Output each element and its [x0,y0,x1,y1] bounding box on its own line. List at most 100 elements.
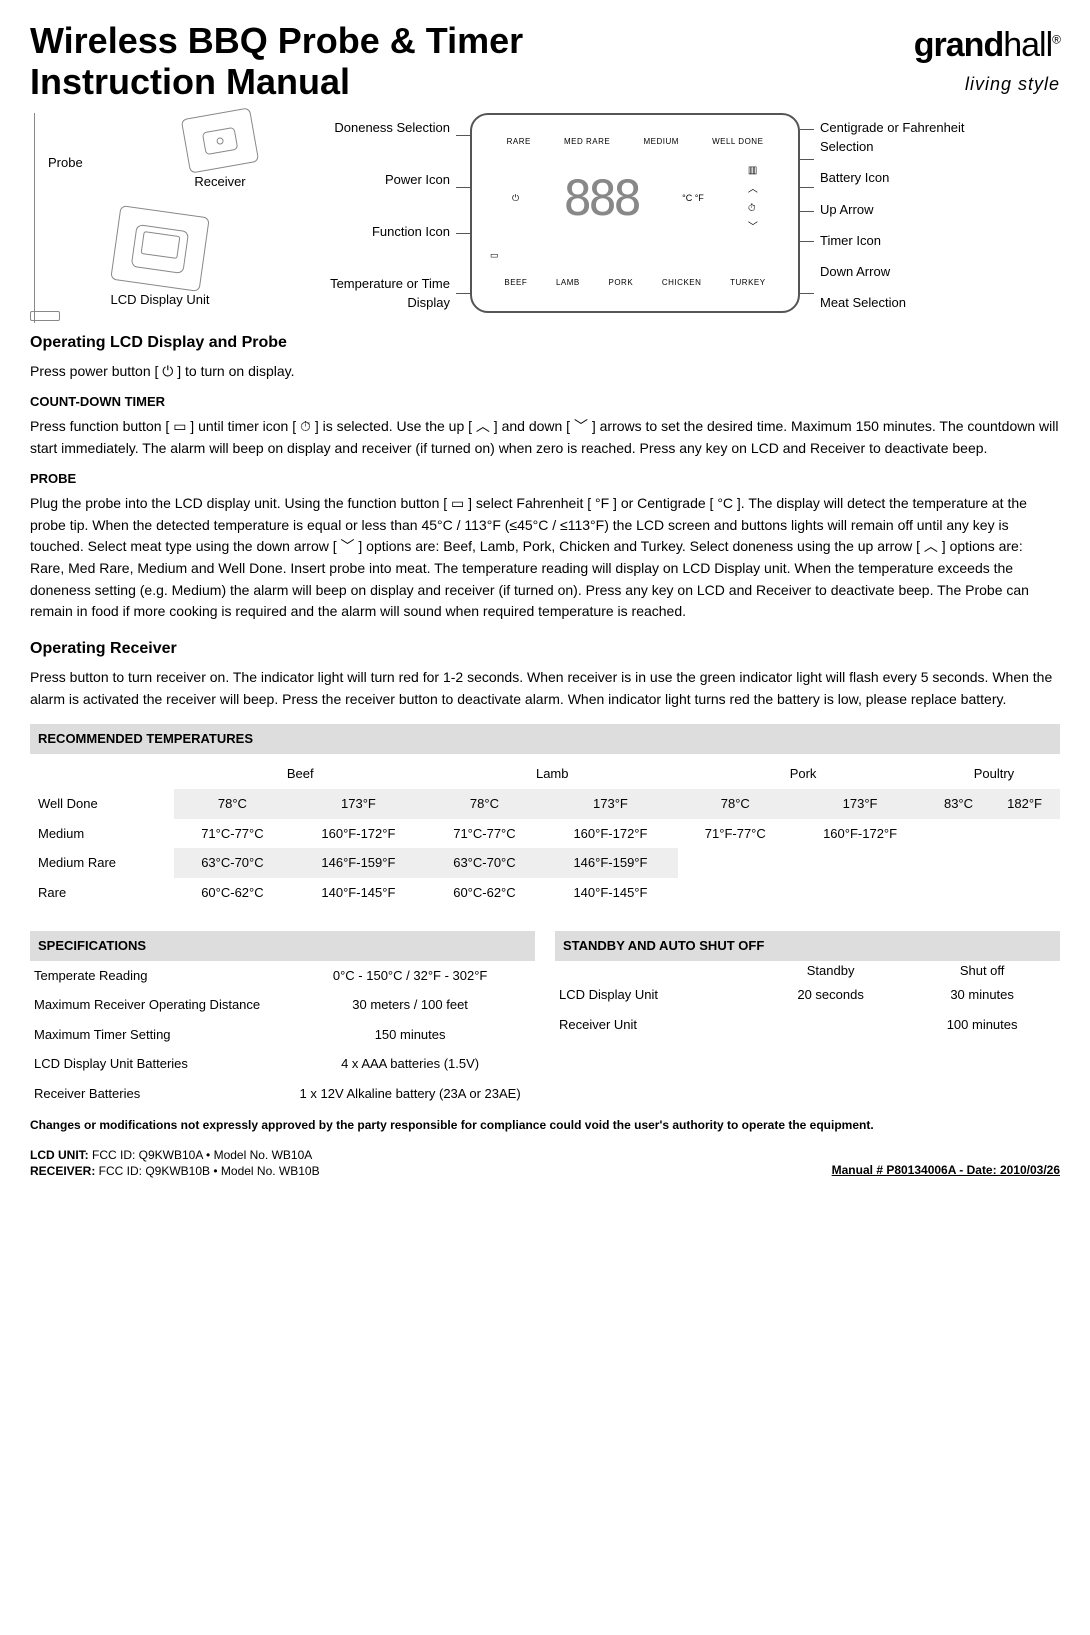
temps-table: Beef Lamb Pork Poultry Well Done78°C173°… [30,758,1060,908]
diagram-area: Probe Receiver LCD Display Unit Doneness… [30,113,1060,313]
compliance-text: Changes or modifications not expressly a… [30,1118,1060,1134]
lcd-drawing-icon [127,220,193,278]
brand-sub: living style [914,71,1060,98]
reg-mark: ® [1052,33,1060,47]
table-cell: 78°C [678,789,792,819]
table-cell: 78°C [174,789,290,819]
table-cell: 160°F-172°F [543,819,679,849]
lcd-fcc: FCC ID: Q9KWB10A • Model No. WB10A [89,1148,313,1162]
probe-label: Probe [48,153,83,173]
spec-value: 1 x 12V Alkaline battery (23A or 23AE) [285,1079,535,1109]
seven-seg-display: 888 [563,163,638,235]
callout-meat: Meat Selection [820,293,1000,313]
lcd-rare: RARE [507,136,531,148]
callout-power: Power Icon [300,170,450,190]
lcd-welldone: WELL DONE [712,136,763,148]
down-arrow-icon: ﹀ [748,220,758,235]
table-cell: 173°F [543,789,679,819]
function-icon: ▭ [490,249,499,263]
rx-fcc-label: RECEIVER: [30,1164,95,1178]
temps-col-beef: Beef [174,758,426,790]
battery-icon: ▥ [748,163,758,178]
table-cell [989,848,1060,878]
table-row-label: Medium Rare [30,848,174,878]
lcd-unit-label: LCD Display Unit [30,290,290,310]
table-cell: 71°C-77°C [174,819,290,849]
callout-down: Down Arrow [820,262,1000,282]
standby-val-b: 100 minutes [904,1010,1060,1040]
spec-key: Maximum Timer Setting [30,1020,285,1050]
standby-table: Standby Shut off LCD Display Unit20 seco… [555,961,1060,1040]
countdown-text: Press function button [ ▭ ] until timer … [30,416,1060,459]
spec-key: Temperate Reading [30,961,285,991]
temps-heading: RECOMMENDED TEMPERATURES [30,724,1060,754]
table-cell [928,878,989,908]
lcd-medium: MEDIUM [643,136,678,148]
lcd-cf-label: °C °F [682,192,704,206]
spec-value: 30 meters / 100 feet [285,990,535,1020]
heading-countdown: COUNT-DOWN TIMER [30,392,1060,412]
callout-cf: Centigrade or Fahrenheit Selection [820,118,1000,157]
table-cell: 173°F [792,789,928,819]
power-icon: ⏻ [512,192,519,206]
table-cell: 182°F [989,789,1060,819]
op-lcd-intro: Press power button [ ⏻ ] to turn on disp… [30,361,1060,383]
table-row-label: Medium [30,819,174,849]
table-cell [928,848,989,878]
standby-val-b: 30 minutes [904,980,1060,1010]
lcd-doneness-row: RARE MED RARE MEDIUM WELL DONE [490,136,780,148]
standby-heading: STANDBY AND AUTO SHUT OFF [555,931,1060,961]
heading-op-rx: Operating Receiver [30,637,1060,661]
table-cell: 78°C [426,789,542,819]
table-cell: 63°C-70°C [174,848,290,878]
table-cell: 140°F-145°F [543,878,679,908]
lcd-meat-row: BEEF LAMB PORK CHICKEN TURKEY [490,277,780,289]
spec-key: LCD Display Unit Batteries [30,1049,285,1079]
brand-bold: grand [914,26,1003,64]
table-cell: 83°C [928,789,989,819]
specs-heading: SPECIFICATIONS [30,931,535,961]
spec-key: Maximum Receiver Operating Distance [30,990,285,1020]
table-cell [989,878,1060,908]
probe-jack-icon [30,311,60,321]
specs-table: Temperate Reading0°C - 150°C / 32°F - 30… [30,961,535,1109]
table-cell [989,819,1060,849]
callout-function: Function Icon [300,222,450,242]
lcd-turkey: TURKEY [730,277,765,289]
table-cell [678,848,792,878]
table-cell: 60°C-62°C [174,878,290,908]
table-cell [678,878,792,908]
temps-col-lamb: Lamb [426,758,678,790]
up-arrow-icon: ︿ [748,182,758,197]
receiver-drawing-icon [198,122,243,158]
standby-col1: Standby [757,961,904,981]
table-cell [928,819,989,849]
table-cell: 146°F-159°F [543,848,679,878]
temps-col-blank [30,758,174,790]
callout-up: Up Arrow [820,200,1000,220]
lcd-pork: PORK [609,277,634,289]
callout-battery: Battery Icon [820,168,1000,188]
table-cell [792,848,928,878]
table-cell: 146°F-159°F [291,848,427,878]
table-cell: 71°C-77°C [426,819,542,849]
table-cell: 71°F-77°C [678,819,792,849]
lcd-lamb: LAMB [556,277,580,289]
receiver-icon [181,107,259,173]
table-cell: 160°F-172°F [291,819,427,849]
spec-key: Receiver Batteries [30,1079,285,1109]
brand-light: hall [1003,26,1052,64]
standby-key: LCD Display Unit [555,980,757,1010]
table-cell [792,878,928,908]
standby-val-a: 20 seconds [757,980,904,1010]
standby-col2: Shut off [904,961,1060,981]
lcd-unit-icon [110,205,210,292]
page-title: Wireless BBQ Probe & Timer Instruction M… [30,20,650,103]
standby-val-a [757,1010,904,1040]
brand-block: grandhall® living style [914,20,1060,98]
table-cell: 160°F-172°F [792,819,928,849]
probe-icon [34,113,35,323]
callout-temp-time: Temperature or Time Display [300,274,450,313]
table-cell: 60°C-62°C [426,878,542,908]
op-rx-text: Press button to turn receiver on. The in… [30,667,1060,710]
